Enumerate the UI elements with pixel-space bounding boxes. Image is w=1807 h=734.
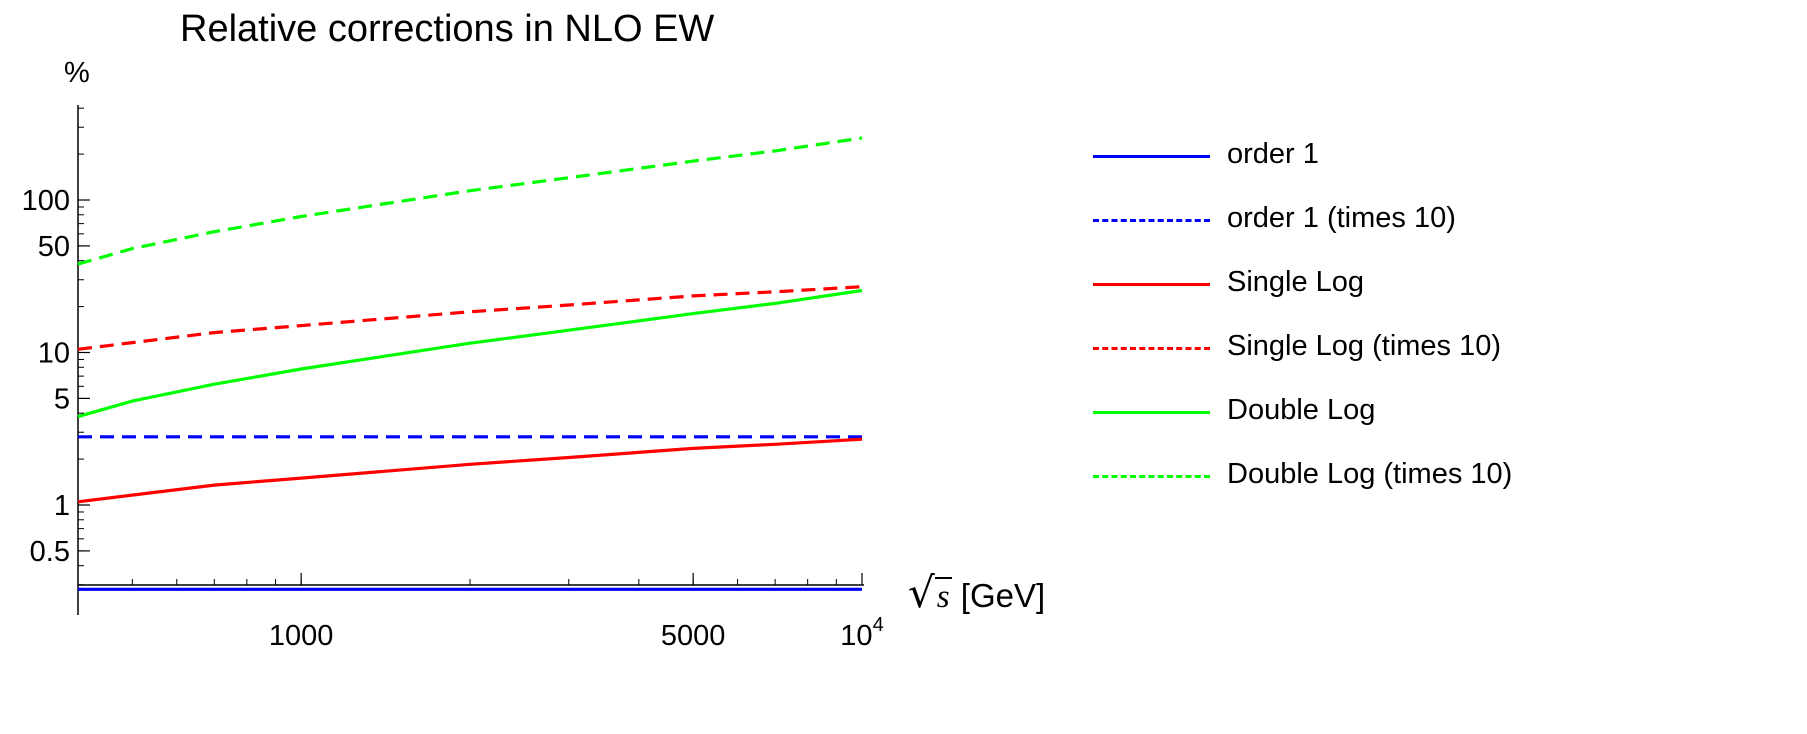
- y-tick-label: 1: [54, 490, 70, 522]
- legend-label: Single Log: [1227, 266, 1365, 298]
- x-tick-label: 104: [840, 614, 883, 652]
- x-axis-variable: s: [934, 577, 952, 615]
- legend-label: order 1 (times 10): [1227, 202, 1456, 234]
- legend-label: Double Log (times 10): [1227, 458, 1513, 490]
- y-tick-label: 0.5: [30, 536, 70, 568]
- legend-item: order 1: [1093, 135, 1793, 179]
- legend-swatch: [1093, 411, 1210, 414]
- legend-item: Single Log: [1093, 263, 1793, 307]
- series-line-4: [77, 285, 863, 351]
- x-axis-unit: [GeV]: [960, 577, 1046, 614]
- legend-swatch: [1093, 219, 1210, 222]
- y-axis-label: %: [64, 57, 90, 89]
- x-tick-label: 1000: [269, 620, 334, 652]
- series-line-6: [77, 136, 863, 266]
- legend-item: Double Log (times 10): [1093, 455, 1793, 499]
- x-axis-label: √s [GeV]: [908, 568, 1045, 617]
- legend-item: order 1 (times 10): [1093, 199, 1793, 243]
- y-tick-label: 5: [54, 383, 70, 415]
- sqrt-radical: √: [908, 568, 935, 617]
- plot-area: 1000 5000 104 0.5 1 5 10 50 100 %: [22, 57, 884, 652]
- legend-swatch: [1093, 347, 1210, 350]
- x-tick-label: 5000: [661, 620, 726, 652]
- y-tick-label: 100: [22, 185, 70, 217]
- legend-item: Double Log: [1093, 391, 1793, 435]
- legend-swatch: [1093, 283, 1210, 286]
- legend-label: order 1: [1227, 138, 1319, 170]
- series-line-3: [77, 437, 863, 504]
- y-tick-label: 10: [38, 338, 70, 370]
- series-layer: [77, 136, 863, 591]
- legend-swatch: [1093, 475, 1210, 478]
- y-tick-label: 50: [38, 231, 70, 263]
- legend-label: Double Log: [1227, 394, 1376, 426]
- axes: [77, 105, 864, 615]
- series-line-5: [77, 288, 863, 419]
- ticks: 1000 5000 104 0.5 1 5 10 50 100: [22, 107, 884, 652]
- legend-swatch: [1093, 155, 1210, 158]
- chart-title: Relative corrections in NLO EW: [180, 8, 715, 50]
- legend-label: Single Log (times 10): [1227, 330, 1502, 362]
- legend-item: Single Log (times 10): [1093, 327, 1793, 371]
